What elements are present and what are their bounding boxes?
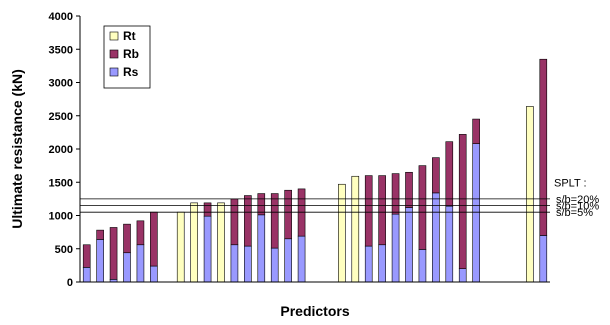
bar-segment-rs: [445, 205, 454, 283]
bar-segment-rs: [458, 268, 467, 283]
reference-line-label: s/b=5%: [556, 207, 593, 219]
legend-label-rb: Rb: [123, 47, 139, 61]
bar-segment-rs: [270, 247, 279, 283]
bar-segment-rb: [405, 171, 413, 208]
bar-segment-rb: [539, 58, 548, 236]
legend-swatch-rt: [109, 31, 119, 41]
bar-segment-rb: [123, 223, 131, 254]
bar-segment-rb: [109, 227, 118, 280]
bar-segment-rs: [257, 214, 266, 283]
bar-segment-rs: [297, 235, 306, 283]
bar-segment-rs: [284, 238, 292, 283]
legend-label-rt: Rt: [123, 29, 136, 43]
y-tick-label: 3000: [49, 78, 73, 90]
bar-segment-rb: [284, 189, 292, 240]
bar-segment-rs: [432, 192, 440, 283]
bar-segment-rs: [472, 143, 480, 283]
bar-segment-rs: [378, 244, 386, 283]
reference-line-label: s/b=20%: [556, 194, 599, 206]
bar-segment-rs: [539, 235, 548, 283]
y-axis-ticks: 0 500 1000 1500 2000 2500 3000 3500 4000: [49, 11, 80, 289]
bar-segment-rb: [96, 229, 104, 240]
bar-segment-rb: [82, 244, 91, 268]
y-tick-label: 1500: [49, 177, 73, 189]
bars: [82, 58, 548, 283]
bar-segment-rb: [203, 202, 212, 217]
bar-segment-rs: [123, 252, 131, 283]
legend-swatch-rb: [109, 49, 119, 59]
legend-swatch-rs: [109, 67, 119, 77]
legend-label-rs: Rs: [123, 65, 139, 79]
bar-segment-rs: [136, 244, 145, 283]
bar-segment-rs: [364, 245, 373, 283]
y-tick-label: 3500: [49, 44, 73, 56]
x-axis-title: Predictors: [280, 303, 349, 319]
bar-segment-rb: [364, 175, 373, 247]
bar-segment-rs: [391, 213, 400, 283]
bar-segment-rb: [270, 193, 279, 249]
bar-segment-rb: [432, 157, 440, 194]
bar-segment-rb: [378, 175, 386, 246]
y-axis-title: Ultimate resistance (kN): [9, 69, 25, 229]
bar-segment-rb: [150, 211, 158, 267]
bar-segment-rt: [190, 202, 198, 283]
bar-segment-rb: [244, 195, 252, 247]
y-tick-label: 2000: [49, 144, 73, 156]
bar-segment-rs: [244, 245, 252, 283]
bar-segment-rb: [136, 220, 145, 246]
y-tick-label: 4000: [49, 11, 73, 23]
bar-segment-rb: [391, 173, 400, 215]
legend: Rt Rb Rs: [103, 25, 151, 89]
bar-segment-rb: [472, 118, 480, 144]
reference-lines-header: SPLT :: [554, 177, 587, 189]
bar-segment-rs: [230, 244, 239, 283]
bar-segment-rs: [96, 239, 104, 283]
reference-line-label: s/b=10%: [556, 201, 599, 213]
bar-segment-rb: [445, 141, 454, 207]
bar-segment-rt: [526, 106, 534, 283]
bar-segment-rs: [82, 267, 91, 283]
bar-segment-rs: [405, 207, 413, 283]
bar-segment-rt: [217, 202, 225, 283]
y-tick-label: 2500: [49, 111, 73, 123]
y-tick-label: 500: [55, 244, 73, 256]
bar-segment-rt: [176, 211, 185, 283]
y-tick-label: 0: [67, 277, 73, 289]
bar-segment-rt: [351, 175, 360, 283]
bar-segment-rs: [418, 249, 427, 283]
bar-segment-rs: [203, 215, 212, 283]
bar-segment-rb: [458, 134, 467, 269]
bar-segment-rb: [418, 165, 427, 250]
bar-segment-rb: [257, 193, 266, 216]
reference-lines: s/b=20%s/b=10%s/b=5%: [80, 194, 599, 219]
bar-segment-rs: [150, 265, 158, 283]
y-tick-label: 1000: [49, 211, 73, 223]
